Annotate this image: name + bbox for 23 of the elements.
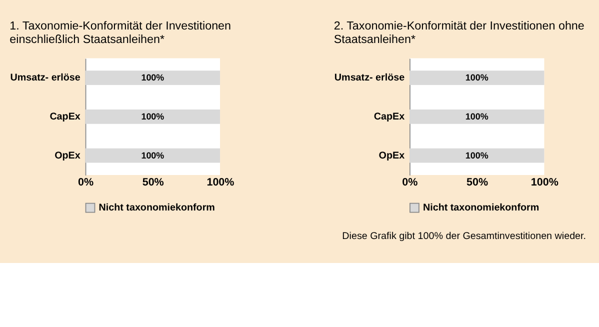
x-tick-label: 50% [142, 176, 164, 188]
data-label: 100% [141, 72, 164, 82]
x-tick-label: 100% [206, 176, 235, 188]
data-label: 100% [465, 111, 488, 122]
text: Diese Grafik gibt 100% der Gesamtinvestitionen wieder. [342, 230, 586, 242]
data-label: 100% [465, 72, 488, 82]
data-label: 100% [465, 150, 488, 160]
y-tick-label: Umsatz- erlöse [10, 72, 81, 84]
chart-title: 1. Taxonomie-Konformität der Investitionen einschließlich Staatsanleihen* [10, 20, 232, 46]
x-tick-label: 0% [78, 176, 94, 188]
chart-title: 2. Taxonomie-Konformität der Investitionen ohne Staatsanleihen* [334, 20, 584, 46]
x-tick-label: 100% [530, 176, 559, 188]
data-label: 100% [141, 150, 164, 160]
legend-label: Nicht taxonomiekonform [98, 202, 216, 214]
x-tick-label: 0% [402, 176, 418, 188]
y-tick-label: OpEx [54, 150, 81, 162]
legend-label: Nicht taxonomiekonform [422, 202, 540, 214]
x-tick-label: 50% [466, 176, 489, 188]
y-tick-label: CapEx [374, 111, 406, 122]
y-tick-label: OpEx [378, 150, 406, 162]
y-tick-label: Umsatz- erlöse [334, 72, 406, 84]
y-tick-label: CapEx [50, 111, 81, 122]
data-label: 100% [141, 111, 164, 122]
